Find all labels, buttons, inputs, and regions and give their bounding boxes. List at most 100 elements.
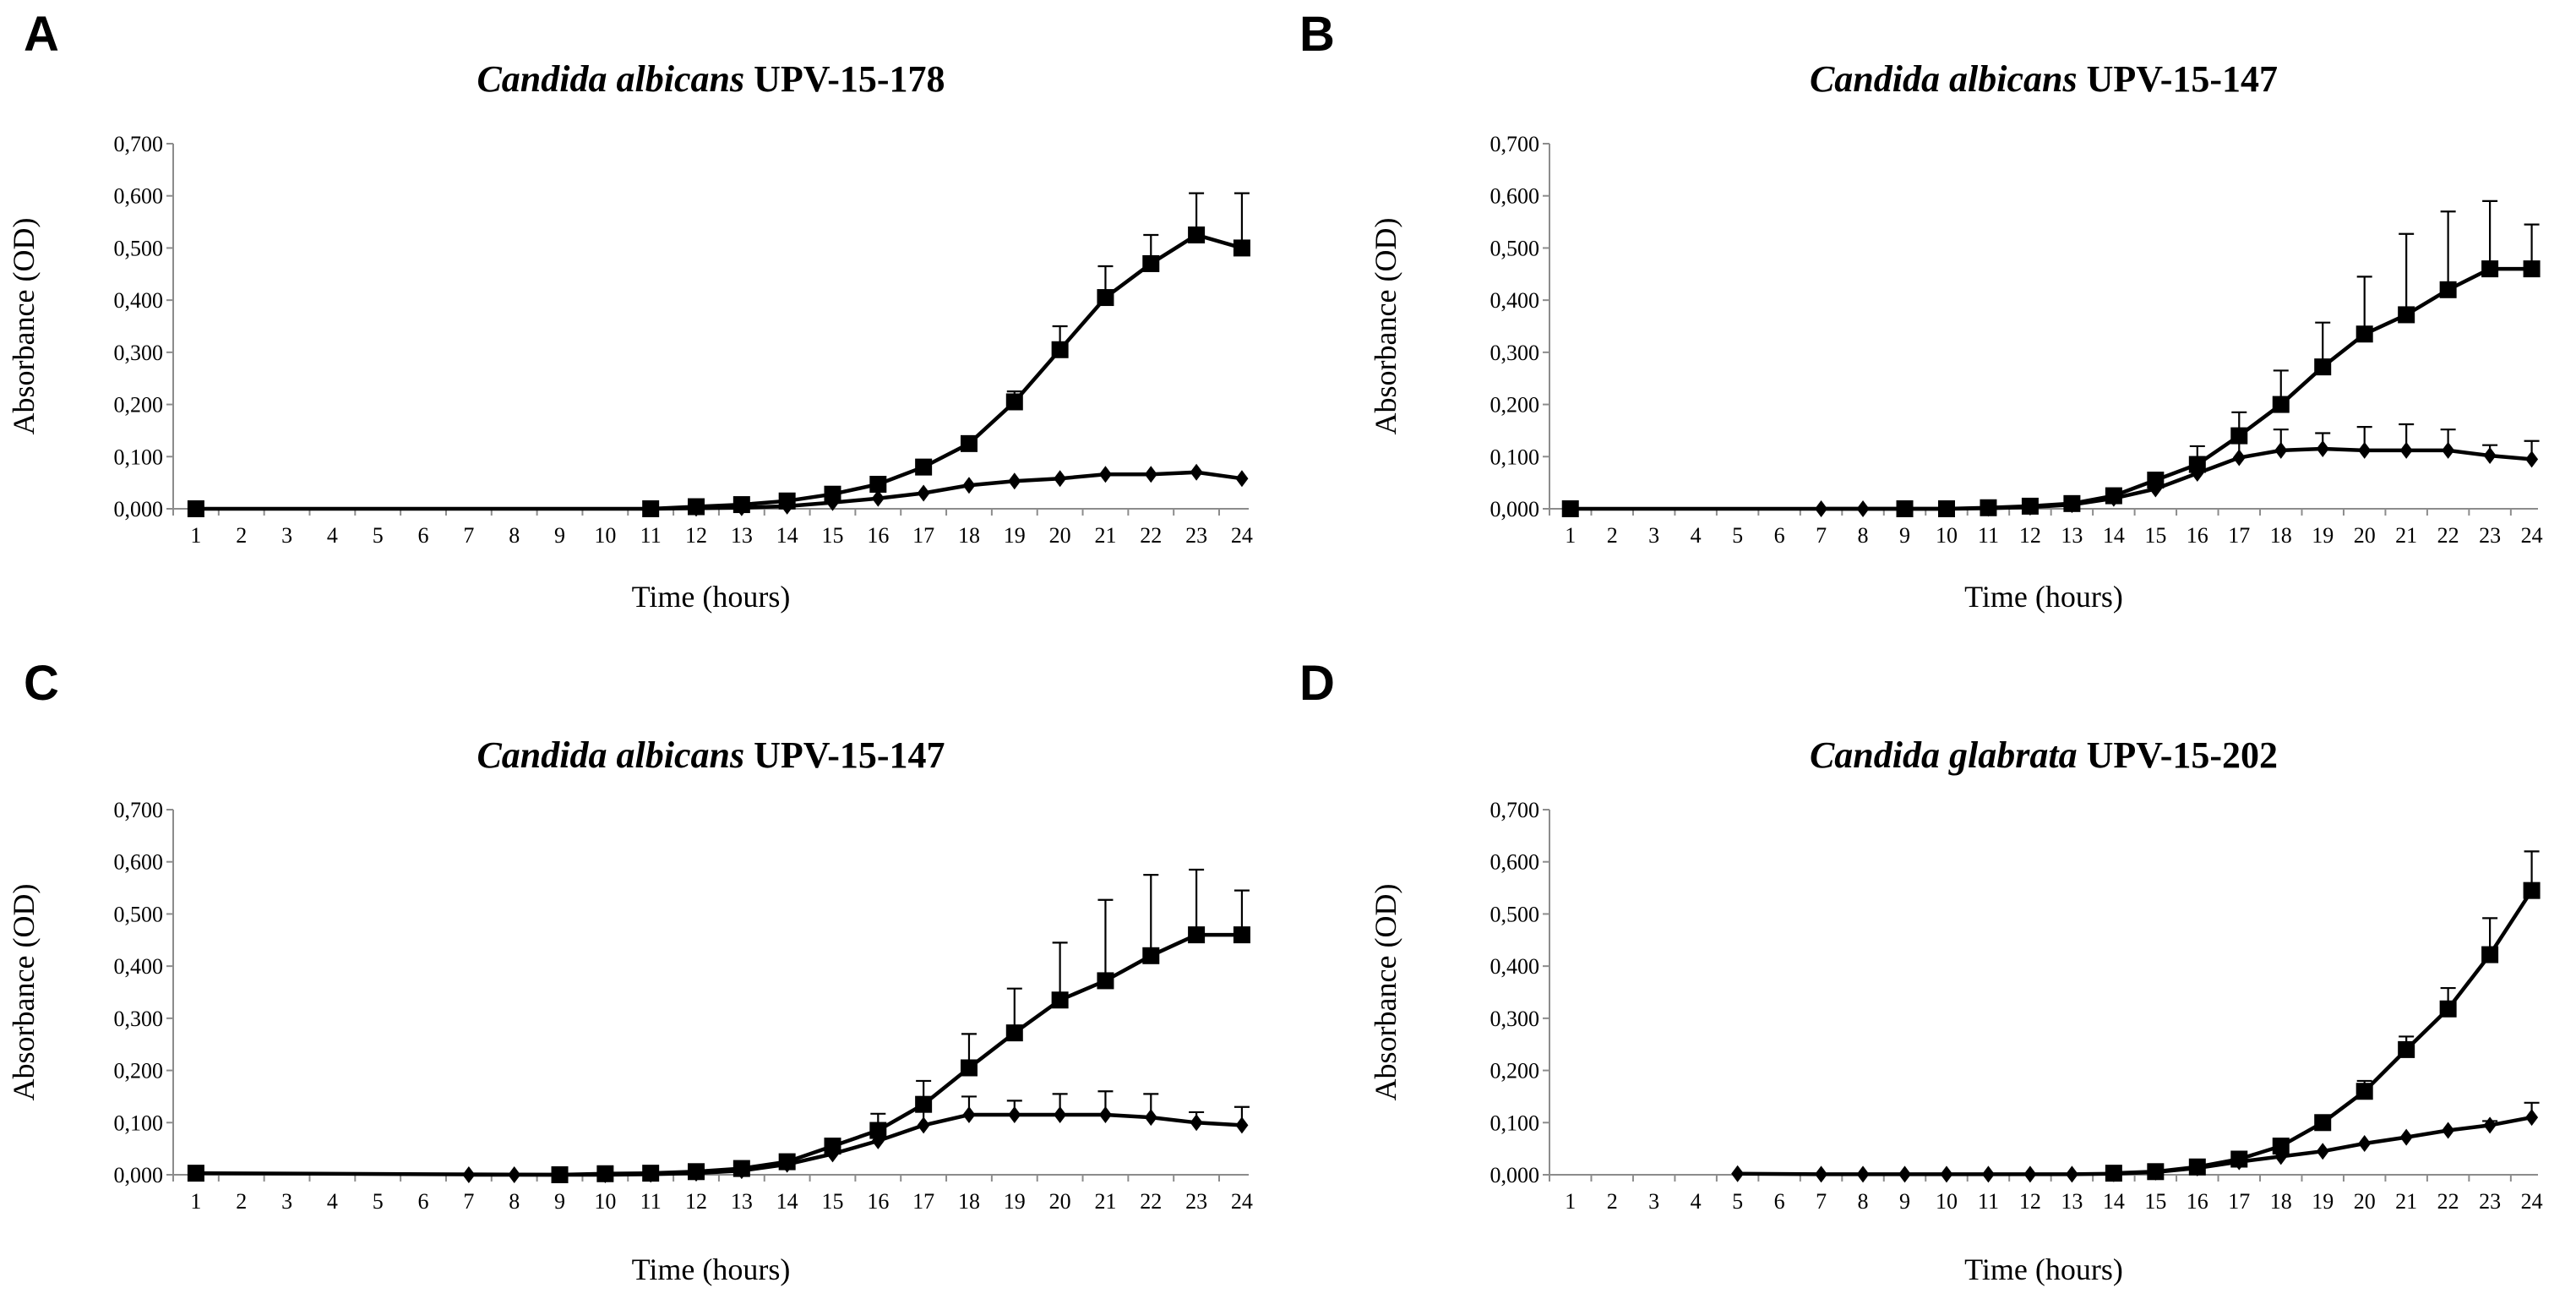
- y-tick-label: 0,400: [114, 288, 164, 313]
- data-point-diamond: [2148, 1163, 2162, 1181]
- y-tick-label: 0,100: [114, 1111, 164, 1135]
- x-tick-label: 3: [281, 523, 292, 548]
- data-point-square: [1005, 1024, 1023, 1042]
- x-tick-label: 8: [1858, 523, 1869, 548]
- x-tick-label: 3: [281, 1189, 292, 1214]
- x-tick-label: 9: [554, 523, 565, 548]
- x-tick-label: 12: [685, 523, 707, 548]
- y-tick-label: 0,500: [1490, 236, 1540, 260]
- x-tick-label: 18: [958, 523, 980, 548]
- y-tick-label: 0,300: [114, 341, 164, 365]
- y-tick-label: 0,300: [1490, 1007, 1540, 1031]
- x-tick-label: 13: [731, 523, 753, 548]
- data-point-diamond: [2107, 1165, 2121, 1182]
- y-tick-label: 0,500: [1490, 902, 1540, 926]
- y-tick-label: 0,600: [1490, 184, 1540, 209]
- y-tick-label: 0,000: [1490, 1163, 1540, 1187]
- data-point-square: [2314, 1114, 2332, 1132]
- data-point-diamond: [1898, 1165, 1912, 1183]
- data-point-square: [1142, 254, 1160, 272]
- data-point-diamond: [2023, 499, 2037, 516]
- data-point-diamond: [1815, 1165, 1828, 1183]
- data-point-diamond: [2023, 1165, 2037, 1183]
- x-tick-label: 12: [2019, 1189, 2041, 1214]
- x-tick-label: 5: [1732, 1189, 1743, 1214]
- x-tick-label: 15: [2144, 1189, 2166, 1214]
- x-tick-label: 20: [1049, 523, 1071, 548]
- panel-b: B Candida albicans UPV-15-147 0,000 0,100 0…: [1288, 0, 2575, 649]
- x-tick-label: 9: [1899, 523, 1910, 548]
- data-point-diamond: [2525, 1109, 2539, 1127]
- x-tick-label: 7: [1816, 523, 1827, 548]
- data-point-diamond: [553, 1166, 567, 1183]
- y-tick-label: 0,400: [114, 954, 164, 979]
- chart-title: Candida albicans UPV-15-178: [477, 58, 945, 100]
- series-line-square: [1570, 266, 2532, 511]
- data-point-diamond: [2358, 441, 2372, 459]
- x-tick-label: 5: [373, 523, 384, 548]
- data-point-diamond: [781, 497, 794, 515]
- x-tick-label: 19: [2312, 523, 2334, 548]
- y-tick-label: 0,500: [114, 236, 164, 260]
- x-tick-label: 17: [2228, 1189, 2250, 1214]
- x-tick-label: 5: [373, 1189, 384, 1214]
- data-point-diamond: [462, 1166, 476, 1183]
- series-line-square: [195, 932, 1242, 1177]
- data-point-diamond: [2232, 1153, 2246, 1171]
- series-line-square: [195, 232, 1243, 511]
- chart-d: Candida glabrata UPV-15-202 0,000 0,100 0,2…: [1369, 734, 2543, 1286]
- data-point-square: [1233, 926, 1250, 944]
- x-tick-label: 16: [2187, 523, 2208, 548]
- data-point-square: [1051, 991, 1069, 1009]
- y-tick-label: 0,700: [114, 132, 164, 156]
- chart-title-species: Candida albicans: [1810, 58, 2087, 100]
- series-line-diamond: [468, 1112, 1243, 1177]
- data-point-diamond: [825, 494, 839, 511]
- x-tick-label: 2: [236, 1189, 247, 1214]
- x-tick-label: 20: [2354, 523, 2376, 548]
- data-point-diamond: [735, 1162, 749, 1180]
- x-tick-label: 20: [1049, 1189, 1071, 1214]
- x-tick-label: 6: [418, 1189, 429, 1214]
- x-tick-label: 21: [2395, 523, 2417, 548]
- data-point-diamond: [962, 477, 976, 494]
- x-tick-label: 15: [821, 523, 843, 548]
- panel-letter-b: B: [1299, 7, 1335, 62]
- data-point-diamond: [871, 489, 885, 507]
- x-tick-label: 4: [1691, 1189, 1702, 1214]
- x-tick-label: 10: [594, 523, 616, 548]
- x-tick-label: 13: [731, 1189, 753, 1214]
- data-point-diamond: [1856, 1165, 1870, 1183]
- y-tick-label: 0,000: [1490, 497, 1540, 521]
- x-tick-label: 10: [1936, 523, 1958, 548]
- chart-title-species: Candida albicans: [477, 734, 754, 776]
- data-point-diamond: [962, 1106, 976, 1124]
- data-point-diamond: [1190, 1114, 1203, 1132]
- data-point-diamond: [1144, 1109, 1157, 1127]
- data-point-diamond: [2065, 496, 2078, 514]
- data-point-diamond: [2148, 480, 2162, 498]
- x-tick-label: 6: [418, 523, 429, 548]
- data-point-diamond: [735, 499, 749, 516]
- x-tick-label: 19: [2312, 1189, 2334, 1214]
- chart-title: Candida albicans UPV-15-147: [477, 734, 945, 776]
- chart-title-species: Candida glabrata: [1810, 734, 2087, 776]
- data-point-diamond: [2525, 450, 2539, 468]
- data-point-diamond: [1981, 1165, 1995, 1183]
- data-point-diamond: [1008, 1106, 1021, 1124]
- y-tick-label: 0,700: [114, 798, 164, 822]
- x-tick-label: 6: [1774, 523, 1785, 548]
- data-point-diamond: [1235, 1116, 1249, 1134]
- x-tick-label: 9: [554, 1189, 565, 1214]
- data-point-diamond: [2483, 1116, 2497, 1134]
- data-point-diamond: [1098, 466, 1112, 483]
- x-tick-label: 21: [2395, 1189, 2417, 1214]
- data-point-diamond: [598, 1166, 612, 1183]
- data-point-diamond: [1940, 500, 1953, 517]
- x-tick-label: 2: [1607, 1189, 1618, 1214]
- x-tick-label: 2: [236, 523, 247, 548]
- y-tick-label: 0,400: [1490, 288, 1540, 313]
- x-tick-label: 14: [776, 523, 798, 548]
- y-tick-label: 0,200: [1490, 393, 1540, 418]
- x-tick-label: 16: [2187, 1189, 2208, 1214]
